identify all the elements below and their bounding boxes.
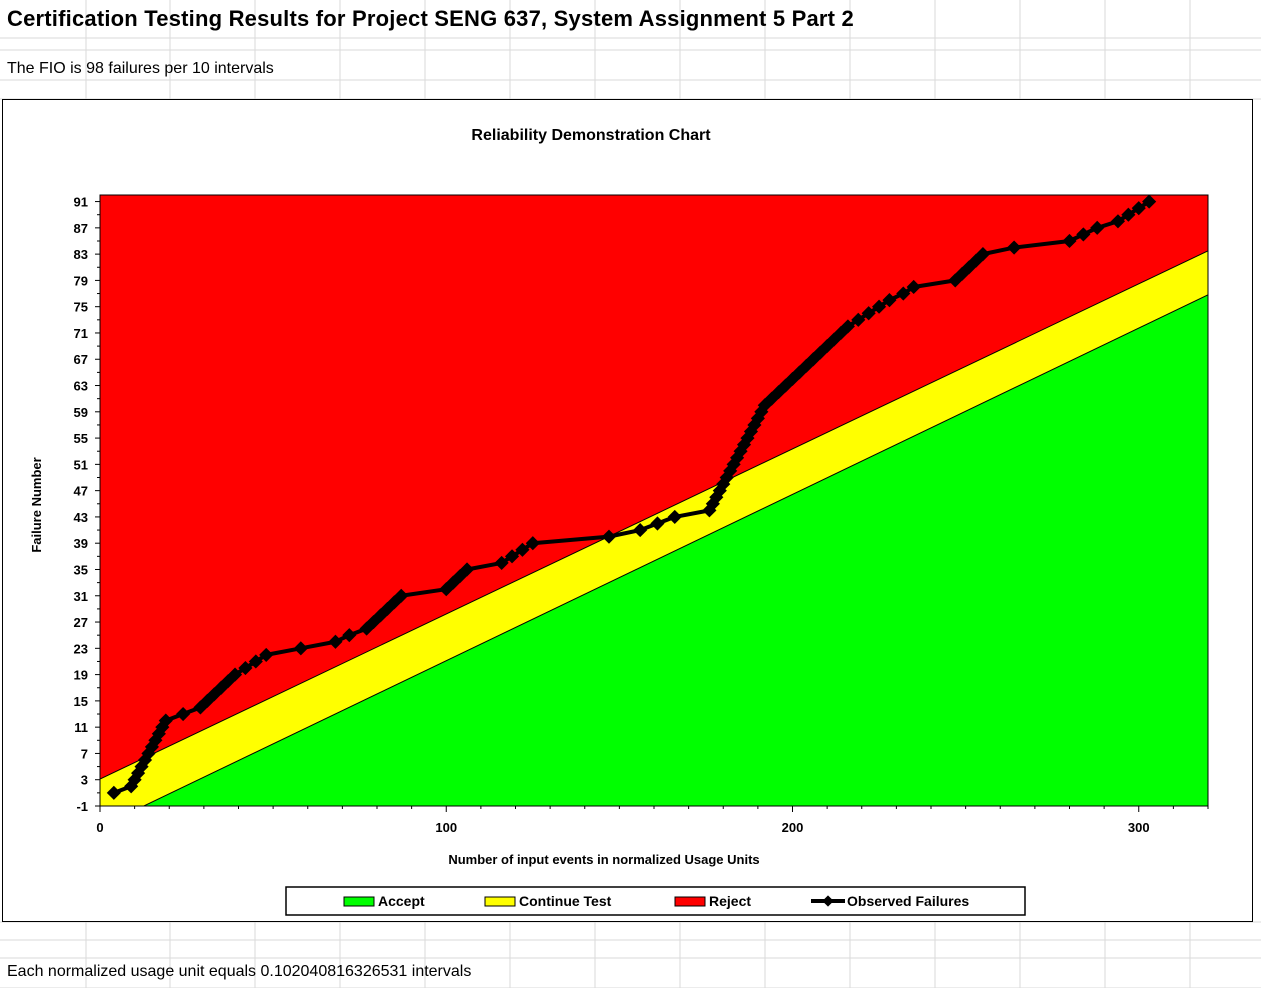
observed-failure-point (1090, 220, 1105, 235)
y-tick-label: 59 (74, 405, 88, 420)
y-tick-label: 55 (74, 431, 88, 446)
observed-failure-point (342, 628, 357, 643)
observed-failure-point (1142, 194, 1157, 209)
y-tick-label: 11 (74, 720, 88, 735)
y-tick-label: -1 (76, 799, 88, 814)
y-tick-label: 67 (74, 352, 88, 367)
y-tick-label: 7 (81, 746, 88, 761)
observed-failure-point (1131, 201, 1146, 216)
y-tick-label: 71 (74, 326, 88, 341)
y-tick-label: 39 (74, 536, 88, 551)
observed-failure-point (851, 312, 866, 327)
y-tick-label: 3 (81, 773, 88, 788)
y-tick-label: 43 (74, 510, 88, 525)
y-tick-label: 27 (74, 615, 88, 630)
legend-swatch-continue-test (484, 896, 516, 907)
x-tick-label: 0 (96, 820, 103, 835)
y-tick-label: 63 (74, 379, 88, 394)
observed-failure-point (394, 588, 409, 603)
y-tick-label: 75 (74, 300, 88, 315)
observed-failure-point (650, 516, 665, 531)
sheet-subtitle: The FIO is 98 failures per 10 intervals (7, 60, 274, 77)
observed-failure-point (896, 286, 911, 301)
observed-failure-point (601, 529, 617, 544)
observed-failure-point (459, 562, 475, 577)
observed-failure-point (975, 247, 991, 262)
observed-failure-point (1076, 227, 1091, 242)
observed-failure-point (525, 536, 540, 551)
chart-title: Reliability Demonstration Chart (471, 127, 711, 144)
observed-failure-point (633, 522, 648, 538)
accept-boundary-line (142, 294, 1208, 806)
observed-failure-point (1062, 233, 1077, 249)
observed-failure-point (906, 279, 921, 295)
y-tick-label: 31 (74, 589, 88, 604)
y-tick-label: 35 (74, 562, 88, 577)
x-tick-label: 100 (435, 820, 457, 835)
chart-area[interactable]: Reliability Demonstration Chart -1 3 7 11 15… (2, 99, 1253, 922)
observed-failure-point (227, 667, 243, 682)
x-tick-label: 300 (1128, 820, 1150, 835)
legend-label-reject: Reject (709, 893, 751, 909)
observed-failure-point (515, 542, 530, 557)
x-axis: 0 100 200 300 (96, 806, 1209, 835)
observed-failure-point (248, 654, 263, 669)
observed-failure-point (1110, 214, 1126, 229)
legend-swatch-observed-marker (822, 895, 834, 907)
x-axis-title: Number of input events in normalized Usa… (448, 852, 759, 867)
reliability-chart: Reliability Demonstration Chart -1371115… (29, 127, 1209, 916)
legend-label-observed-failures: Observed Failures (847, 893, 969, 909)
observed-failure-point (293, 641, 308, 656)
y-tick-label: 79 (74, 273, 88, 288)
y-tick-label: 51 (74, 457, 88, 472)
observed-failure-point (238, 660, 253, 676)
observed-failure-point (158, 713, 173, 728)
observed-failure-point (1121, 207, 1136, 222)
y-axis: -1 3 7 11 15 19 23 27 31 35 39 43 47 51 55 59 63 67 71 75 79… (74, 195, 100, 814)
legend-swatch-accept (343, 896, 375, 907)
observed-failure-point (176, 706, 191, 722)
legend-label-accept: Accept (378, 893, 425, 909)
observed-failure-point (1007, 240, 1022, 255)
y-tick-label: 47 (74, 484, 88, 499)
plot-area (99, 194, 1209, 807)
reject-boundary-line (100, 250, 1208, 780)
y-tick-label: 23 (74, 641, 88, 656)
y-tick-label: 87 (74, 221, 88, 236)
x-tick-label: 200 (782, 820, 804, 835)
observed-failure-point (840, 319, 855, 334)
sheet-title: Certification Testing Results for Projec… (7, 6, 854, 31)
y-tick-label: 15 (74, 694, 88, 709)
y-axis-title: Failure Number (29, 457, 44, 552)
observed-failure-point (667, 509, 682, 524)
plot-regions (100, 195, 1208, 806)
observed-failure-point (328, 634, 343, 649)
observed-failure-point (861, 306, 876, 321)
observed-failure-point (106, 785, 121, 800)
legend-swatch-reject (674, 896, 706, 907)
observed-failure-point (259, 647, 274, 662)
y-tick-label: 91 (74, 195, 88, 210)
legend-frame (285, 886, 1026, 916)
y-tick-label: 19 (74, 668, 88, 683)
observed-failure-point (494, 555, 509, 570)
sheet-footer: Each normalized usage unit equals 0.1020… (7, 963, 472, 980)
chart-legend: Accept Continue Test Reject Observed Fai… (285, 886, 1026, 916)
observed-failures-markers (106, 194, 1157, 800)
legend-label-continue-test: Continue Test (519, 893, 612, 909)
observed-failure-point (871, 299, 887, 314)
y-tick-label: 83 (74, 247, 88, 262)
observed-failure-point (882, 293, 897, 308)
